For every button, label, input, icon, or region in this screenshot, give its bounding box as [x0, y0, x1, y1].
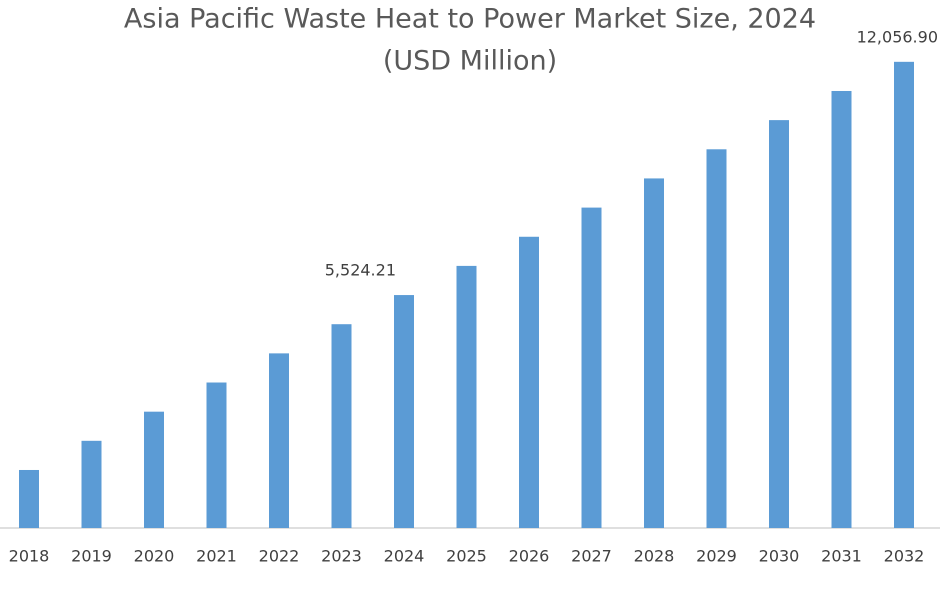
bar: [706, 149, 727, 528]
x-tick-label: 2021: [196, 547, 237, 566]
bar: [331, 324, 352, 528]
chart-subtitle: (USD Million): [383, 46, 557, 77]
x-tick-label: 2025: [446, 547, 487, 566]
x-tick-label: 2024: [384, 547, 425, 566]
bar: [81, 440, 102, 528]
x-tick-label: 2027: [571, 547, 612, 566]
bar: [394, 295, 414, 528]
bar: [206, 382, 227, 528]
x-tick-label: 2032: [884, 547, 925, 566]
bar: [144, 411, 164, 528]
bar: [269, 353, 289, 528]
x-tick-label: 2031: [821, 547, 862, 566]
bar: [456, 265, 477, 528]
bar: [894, 61, 914, 528]
x-tick-label: 2028: [634, 547, 675, 566]
x-tick-label: 2022: [259, 547, 300, 566]
x-tick-label: 2020: [134, 547, 175, 566]
data-label: 5,524.21: [325, 261, 396, 280]
bar: [831, 90, 852, 528]
bar: [644, 178, 664, 528]
chart-title: Asia Pacific Waste Heat to Power Market …: [124, 4, 816, 35]
x-tick-label: 2029: [696, 547, 737, 566]
x-tick-label: 2018: [9, 547, 50, 566]
bar: [519, 236, 539, 528]
x-tick-label: 2019: [71, 547, 112, 566]
bar: [769, 120, 789, 529]
bar: [581, 207, 602, 528]
data-label: 12,056.90: [857, 27, 938, 46]
x-tick-label: 2023: [321, 547, 362, 566]
x-tick-label: 2030: [759, 547, 800, 566]
x-tick-label: 2026: [509, 547, 550, 566]
bar: [19, 469, 39, 528]
